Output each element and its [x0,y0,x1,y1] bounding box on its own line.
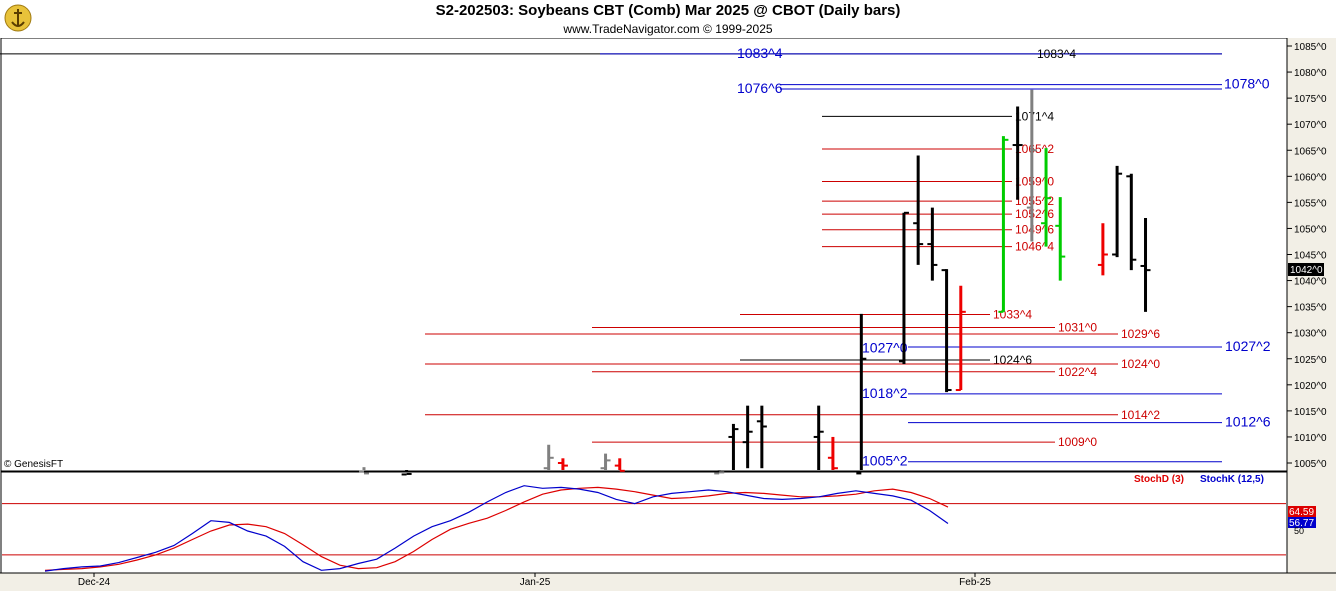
level-label: 1027^0 [862,339,908,355]
level-label: 1065^2 [1015,142,1054,156]
level-label: 1031^0 [1058,320,1097,334]
price-tick-label: 1070^0 [1294,120,1327,131]
level-label: 1046^4 [1015,240,1054,254]
level-label: 1055^2 [1015,194,1054,208]
level-label: 1018^2 [862,385,908,401]
watermark: © GenesisFT [4,459,63,470]
price-tick-label: 1030^0 [1294,329,1327,340]
legend-stochd: StochD (3) [1134,474,1184,485]
indicator-pane [0,471,1288,574]
level-label: 1076^6 [737,80,783,96]
level-label: 1024^0 [1121,357,1160,371]
price-tick-label: 1025^0 [1294,355,1327,366]
price-tick-label: 1085^0 [1294,42,1327,53]
date-label: Feb-25 [959,577,991,588]
level-lines: 1083^4 1083^4 1078^0 1076^6 1071^4 1065^2 1059… [0,45,1271,469]
price-tick-label: 1055^0 [1294,198,1327,209]
chart-subtitle: www.TradeNavigator.com © 1999-2025 [563,22,773,36]
level-label: 1024^6 [993,353,1032,367]
price-axis[interactable] [1287,38,1336,573]
stochd-value-box [1288,506,1316,517]
date-label: Dec-24 [78,577,111,588]
price-tick-label: 1075^0 [1294,94,1327,105]
level-label: 1022^4 [1058,365,1097,379]
level-label: 1027^2 [1225,338,1271,354]
price-tick-label: 1010^0 [1294,433,1327,444]
level-label: 1083^4 [737,45,783,61]
stochastic-lines [2,485,1286,572]
price-tick-label: 1040^0 [1294,277,1327,288]
level-label: 1071^4 [1015,109,1054,123]
level-label: 1012^6 [1225,414,1271,430]
stoch-series-line [44,485,949,572]
price-tick-label: 1045^0 [1294,251,1327,262]
level-label: 1059^0 [1015,175,1054,189]
price-tick-label: 1065^0 [1294,146,1327,157]
last-price-box [1288,263,1324,276]
level-label: 1005^2 [862,453,908,469]
price-tick-labels: 1005^0 1010^0 1015^0 1020^0 1025^0 1030^0 1035… [1287,42,1327,470]
stoch-tick-50: 50 [1294,526,1304,536]
level-label: 1078^0 [1224,76,1270,92]
level-label: 1033^4 [993,307,1032,321]
price-tick-label: 1035^0 [1294,303,1327,314]
level-label: 1029^6 [1121,327,1160,341]
price-tick-label: 1080^0 [1294,68,1327,79]
level-label: 1049^6 [1015,223,1054,237]
last-price-label: 1042^0 [1290,265,1323,276]
price-tick-label: 1020^0 [1294,381,1327,392]
date-label: Jan-25 [520,577,551,588]
stochk-value-box [1288,517,1316,528]
level-label: 1083^4 [1037,47,1076,61]
chart-header: S2-202503: Soybeans CBT (Comb) Mar 2025 … [0,0,1336,38]
level-label: 1014^2 [1121,408,1160,422]
stoch-series-line [44,486,949,571]
chart-title: S2-202503: Soybeans CBT (Comb) Mar 2025 … [435,2,901,19]
date-labels: Dec-24 Jan-25 Feb-25 [78,573,991,588]
price-tick-label: 1015^0 [1294,407,1327,418]
date-axis[interactable] [0,573,1336,591]
price-pane [0,37,1288,472]
price-tick-label: 1005^0 [1294,459,1327,470]
legend-stochk: StochK (12,5) [1200,474,1264,485]
price-bars [358,89,1151,476]
stochd-value: 64.59 [1289,507,1314,518]
price-tick-label: 1060^0 [1294,172,1327,183]
price-tick-label: 1050^0 [1294,224,1327,235]
trade-navigator-logo-icon [4,4,32,32]
level-label: 1009^0 [1058,435,1097,449]
level-label: 1052^6 [1015,207,1054,221]
stochk-value: 56.77 [1289,518,1314,529]
